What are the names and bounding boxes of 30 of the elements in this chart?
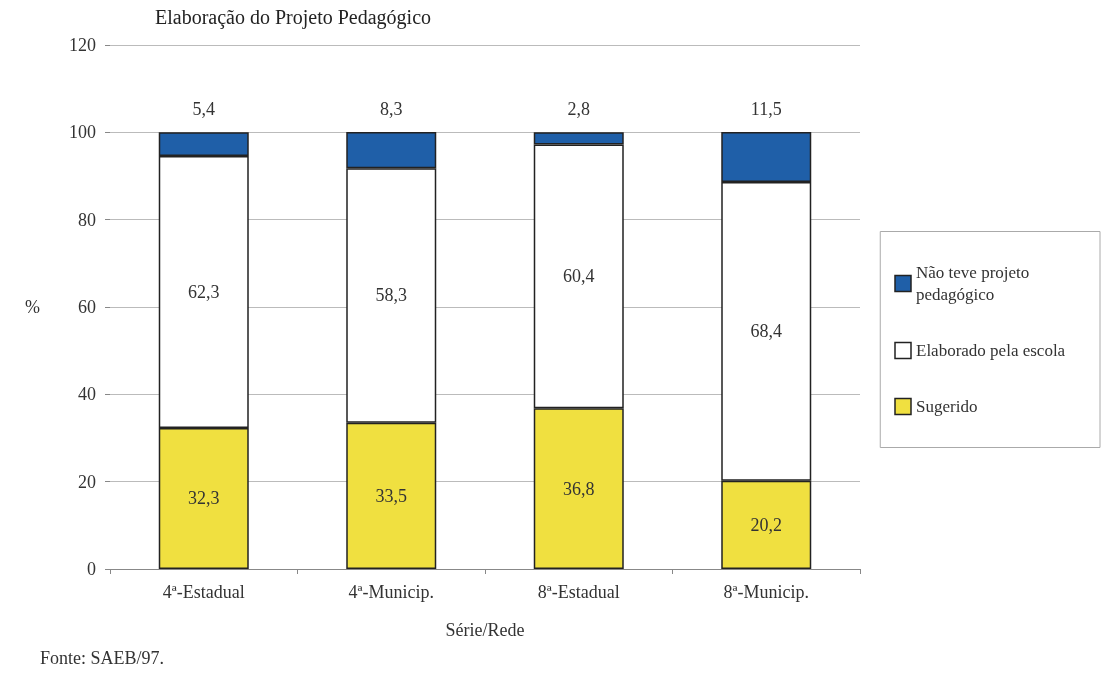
y-tick-label: 120 <box>69 35 96 55</box>
x-tick-label: 8ª-Estadual <box>537 582 620 602</box>
data-label: 36,8 <box>563 478 595 499</box>
data-label: 58,3 <box>375 285 407 306</box>
legend-label: Elaborado pela escola <box>916 341 1066 360</box>
data-label: 2,8 <box>567 99 590 120</box>
data-label: 68,4 <box>750 321 782 342</box>
legend-label: Não teve projeto pedagógico <box>916 263 1034 304</box>
x-tick-label: 4ª-Estadual <box>162 582 245 602</box>
data-label: 32,3 <box>188 488 220 509</box>
data-label: 33,5 <box>375 485 407 506</box>
y-tick-label: 40 <box>78 384 96 405</box>
y-tick-label: 60 <box>78 297 96 317</box>
data-label: 11,5 <box>750 98 782 119</box>
y-tick-label: 100 <box>69 122 96 143</box>
data-label: 62,3 <box>188 281 220 302</box>
legend-label: Sugerido <box>916 397 978 416</box>
y-axis-title: % <box>25 297 40 317</box>
x-tick-label: 4ª-Municip. <box>348 582 434 602</box>
y-tick-label: 20 <box>78 471 96 492</box>
y-tick-label: 0 <box>87 559 96 579</box>
data-label: 60,4 <box>563 266 595 287</box>
y-tick-label: 80 <box>78 209 96 230</box>
x-tick-label: 8ª-Municip. <box>723 582 809 602</box>
x-axis-title: Série/Rede <box>445 620 525 640</box>
source-note: Fonte: SAEB/97. <box>40 648 165 668</box>
data-label: 20,2 <box>750 514 782 535</box>
data-label: 5,4 <box>192 99 215 120</box>
chart-title: Elaboração do Projeto Pedagógico <box>155 6 432 29</box>
data-label: 8,3 <box>380 98 403 119</box>
